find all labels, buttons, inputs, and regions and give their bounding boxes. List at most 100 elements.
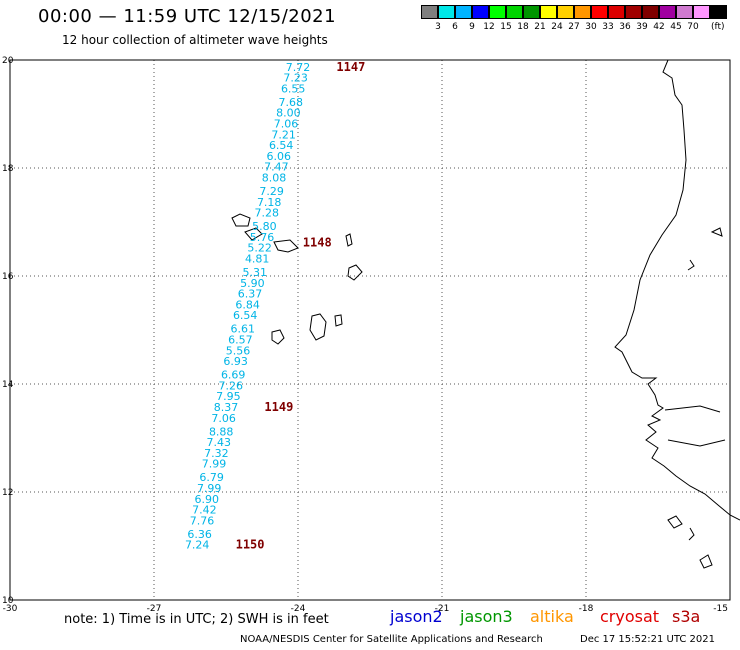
satellite-name-jason2: jason2: [390, 607, 443, 626]
swh-value: 6.57: [228, 334, 253, 347]
lon-tick-label: -30: [3, 604, 18, 614]
swh-value: 7.95: [216, 390, 241, 403]
pass-time-label: 1148: [303, 235, 332, 249]
legend-label: 12: [483, 22, 495, 32]
swh-value: 7.06: [274, 118, 299, 131]
swh-value: 6.54: [269, 139, 294, 152]
legend-label: 18: [517, 22, 529, 32]
lon-tick-label: -27: [147, 604, 162, 614]
satellite-name-cryosat: cryosat: [600, 607, 660, 626]
swh-value: 6.61: [231, 323, 256, 336]
lat-tick-label: 16: [2, 272, 14, 282]
swh-value: 7.68: [279, 96, 304, 109]
legend-unit: (ft): [711, 22, 725, 32]
legend-swatch: [693, 5, 710, 19]
cape-verde-santo-antao: [231, 213, 251, 227]
cape-verde-sao-nicolau: [273, 239, 299, 253]
legend-label: 70: [687, 22, 699, 32]
africa-island-3: [688, 527, 695, 541]
swh-value: 7.42: [192, 504, 217, 517]
legend-swatch: [642, 5, 659, 19]
swh-value: 7.29: [259, 185, 284, 198]
cape-verde-fogo: [271, 329, 285, 345]
cape-verde-santiago: [309, 313, 327, 341]
lon-tick-label: -21: [435, 604, 450, 614]
legend-swatch: [540, 5, 557, 19]
swh-value: 6.69: [221, 369, 246, 382]
legend-swatch: [608, 5, 625, 19]
africa-inlet-2: [667, 439, 726, 447]
swh-value: 7.99: [197, 482, 222, 495]
swh-value: 5.76: [250, 231, 275, 244]
altimeter-track: 7.727.236.557.688.007.067.216.546.067.47…: [185, 61, 310, 552]
lat-tick-label: 14: [2, 380, 14, 390]
legend-label: 42: [653, 22, 665, 32]
map-frame: [9, 59, 731, 601]
cape-verde-maio: [334, 314, 343, 327]
legend-label: 39: [636, 22, 648, 32]
legend-swatch: [506, 5, 523, 19]
legend-swatch: [455, 5, 472, 19]
legend-label: 6: [452, 22, 458, 32]
swh-value: 7.43: [207, 436, 232, 449]
swh-value: 7.99: [202, 458, 227, 471]
legend-label: 36: [619, 22, 631, 32]
swh-value: 7.28: [255, 207, 280, 220]
legend-label: 30: [585, 22, 597, 32]
swh-value: 7.24: [185, 539, 210, 552]
legend-label: 9: [469, 22, 475, 32]
legend-label: 27: [568, 22, 580, 32]
lat-tick-label: 20: [2, 56, 14, 66]
swh-value: 6.06: [267, 150, 292, 163]
legend-swatch: [557, 5, 574, 19]
africa-island-1: [667, 515, 683, 529]
legend-label: 21: [534, 22, 546, 32]
footer-timestamp: Dec 17 15:52:21 UTC 2021: [580, 634, 715, 645]
legend-swatch: [676, 5, 693, 19]
swh-value: 5.22: [247, 242, 272, 255]
swh-value: 7.26: [219, 379, 244, 392]
pass-time-label: 1147: [336, 60, 365, 74]
satellite-name-altika: altika: [530, 607, 574, 626]
legend-label: 3: [435, 22, 441, 32]
legend-swatch: [574, 5, 591, 19]
swh-value: 7.18: [257, 196, 282, 209]
lon-tick-label: -18: [579, 604, 594, 614]
africa-inlet-1: [664, 405, 721, 413]
legend-swatch: [489, 5, 506, 19]
swh-value: 7.06: [211, 412, 236, 425]
pass-time-labels: 1147 1148 1149 1150: [236, 60, 366, 552]
lat-tick-label: 18: [2, 164, 14, 174]
footer-credit: NOAA/NESDIS Center for Satellite Applica…: [240, 634, 543, 645]
africa-island-4: [710, 227, 723, 237]
legend-label: 15: [500, 22, 512, 32]
legend-swatch: [472, 5, 489, 19]
lat-tick-label: 12: [2, 488, 13, 498]
swh-value: 8.00: [276, 107, 301, 120]
footer-note: note: 1) Time is in UTC; 2) SWH is in fe…: [64, 612, 329, 627]
legend-swatch: [591, 5, 608, 19]
swh-value: 7.32: [204, 447, 229, 460]
swh-value: 7.47: [264, 161, 289, 174]
swh-value: 5.56: [226, 344, 251, 357]
swh-value: 4.81: [245, 253, 270, 266]
legend-swatch: [710, 5, 727, 19]
legend-label: 45: [670, 22, 682, 32]
pass-time-label: 1150: [236, 538, 265, 552]
swh-value: 8.37: [214, 401, 239, 414]
legend-swatch: [625, 5, 642, 19]
swh-value: 7.23: [283, 72, 308, 85]
lon-tick-label: -24: [291, 604, 306, 614]
swh-value: 5.31: [243, 266, 268, 279]
swh-value: 7.21: [271, 128, 296, 141]
legend-label: 24: [551, 22, 563, 32]
africa-coastline: [614, 59, 740, 521]
cape-verde-sal: [345, 233, 353, 247]
coastline: [231, 59, 740, 569]
swh-value: 7.72: [286, 61, 311, 74]
africa-island-5: [687, 259, 695, 271]
legend-swatch: [421, 5, 438, 19]
lon-tick-label: -15: [713, 604, 728, 614]
swh-value: 6.54: [233, 309, 258, 322]
